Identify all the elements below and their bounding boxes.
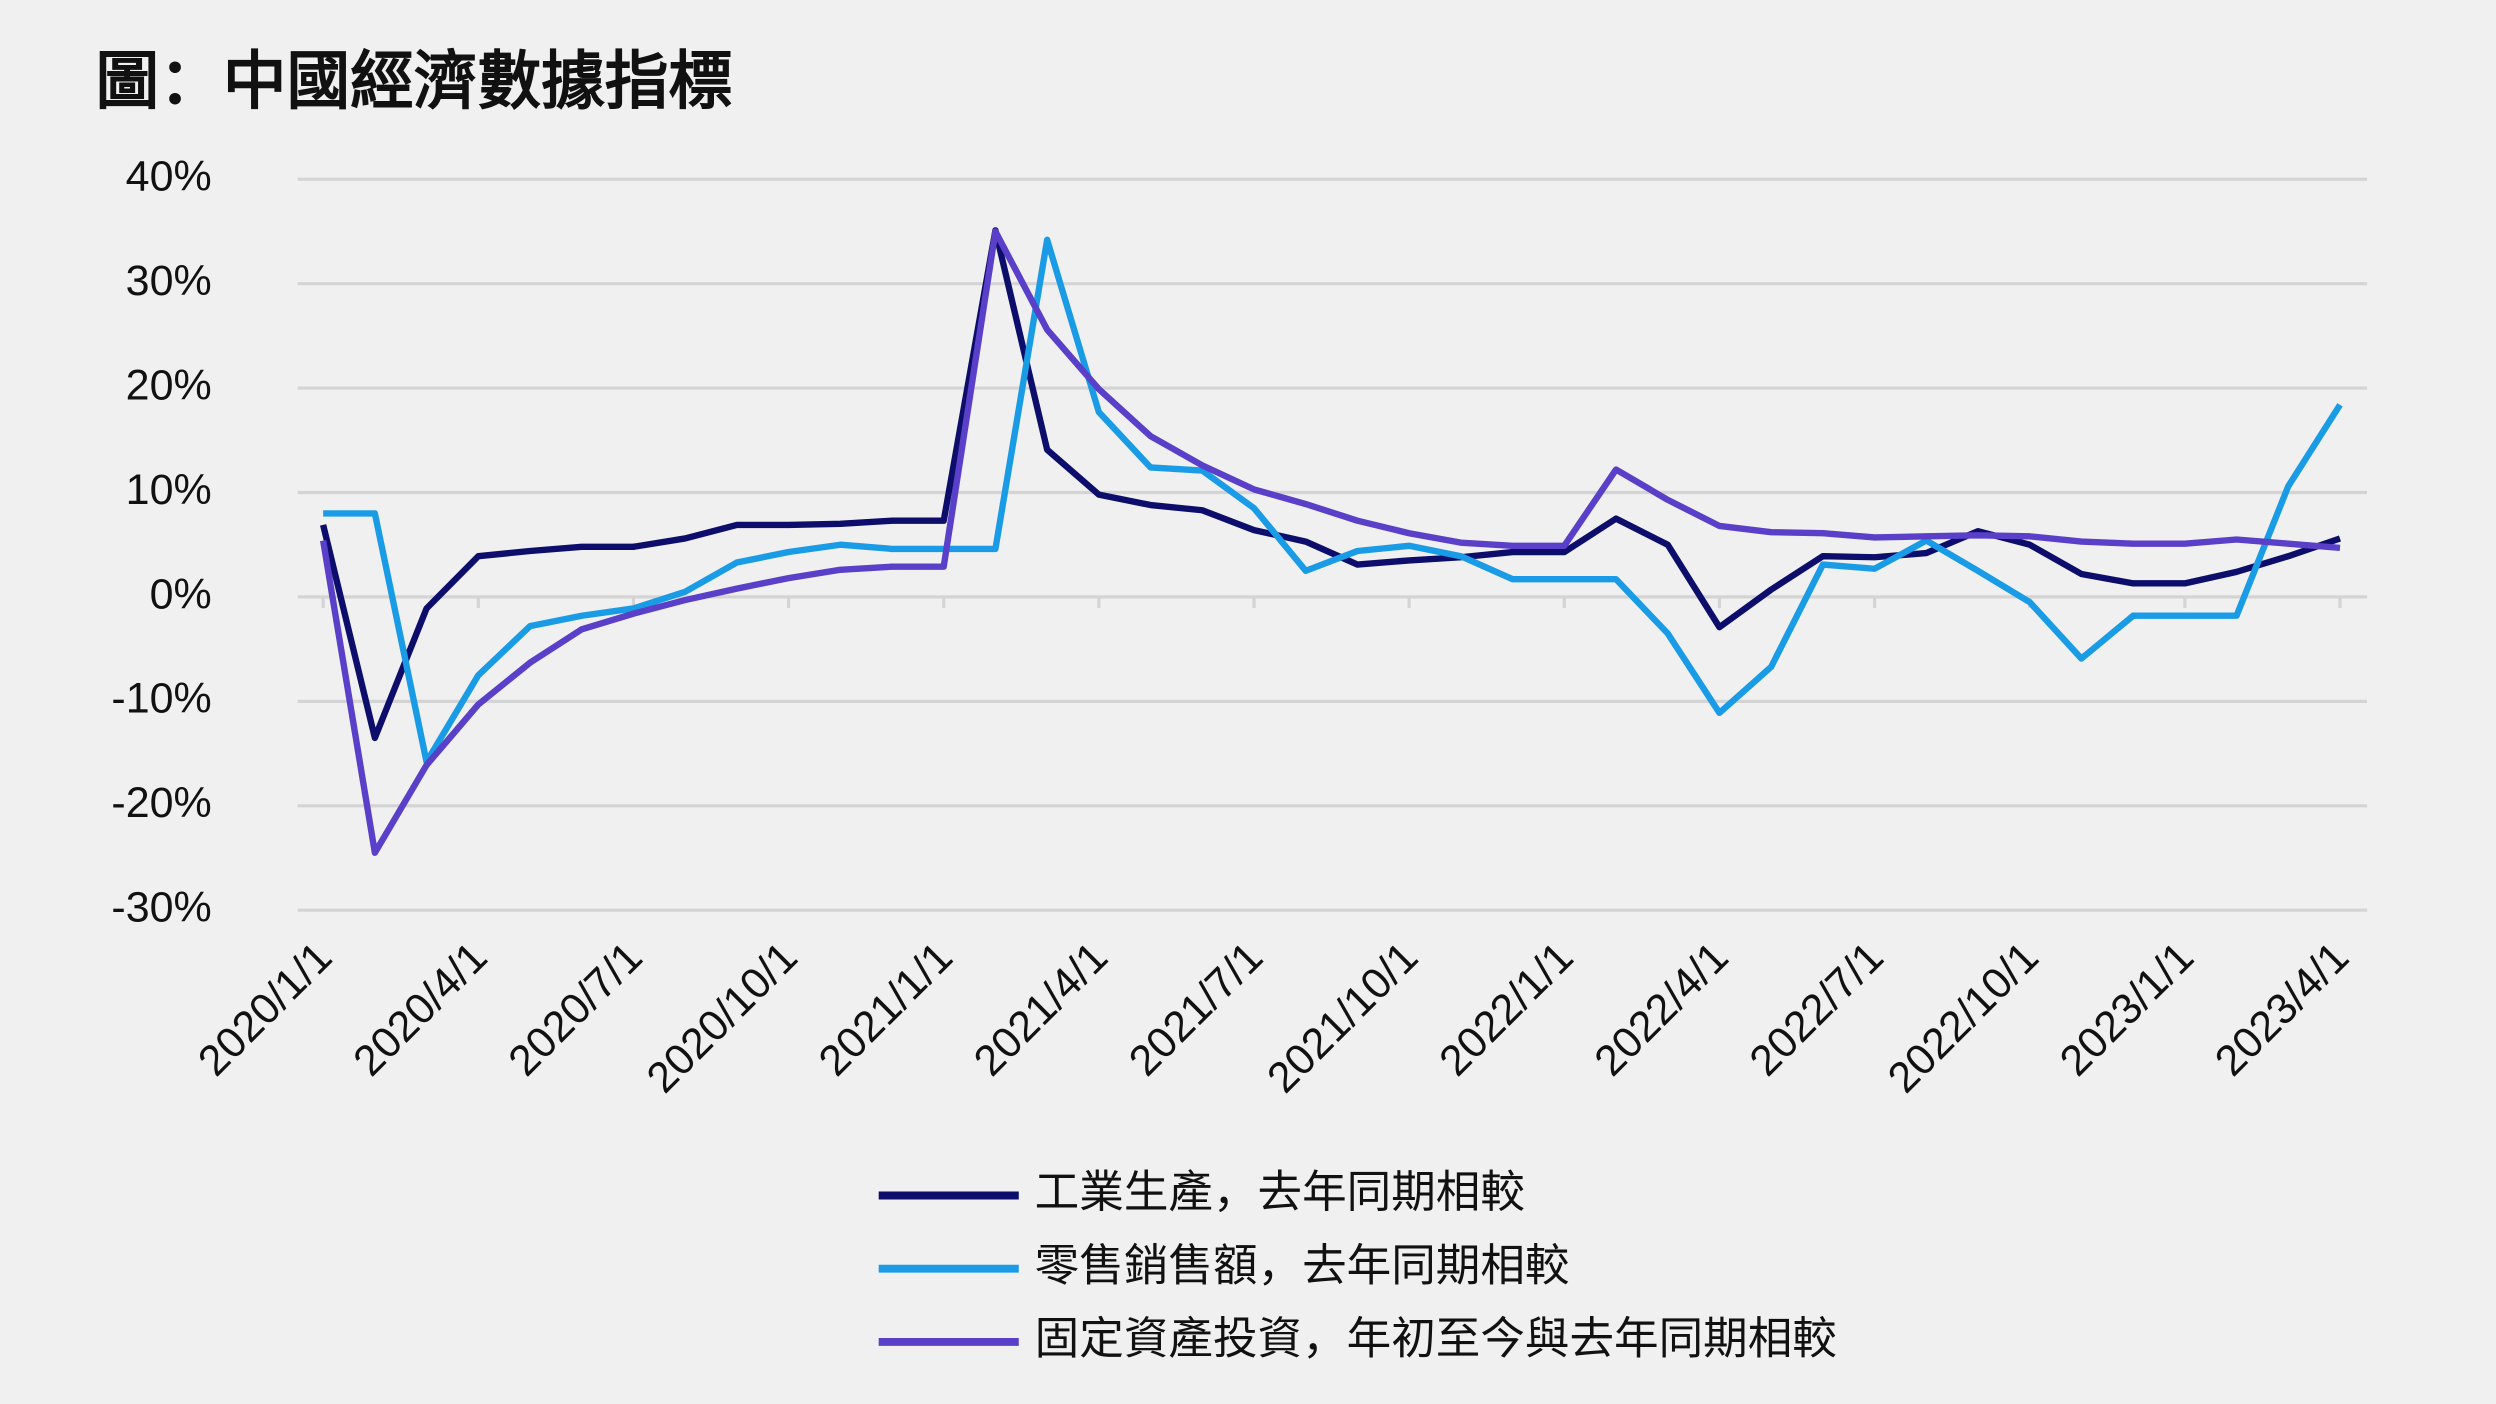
- y-tick-label: 0%: [150, 570, 212, 618]
- y-tick-label: -20%: [111, 779, 211, 827]
- legend-label: 工業生產，去年同期相較: [1035, 1168, 1525, 1217]
- y-tick-label: 40%: [126, 153, 212, 201]
- legend-label: 零售銷售額，去年同期相較: [1035, 1241, 1570, 1290]
- series-line: [320, 228, 2341, 856]
- y-tick-label: -10%: [111, 675, 211, 723]
- y-tick-label: -30%: [111, 884, 211, 932]
- legend-label: 固定資產投資，年初至今與去年同期相較: [1035, 1315, 1837, 1364]
- y-tick-label: 30%: [126, 257, 212, 305]
- chart-title: 圖：中國經濟數據指標: [96, 46, 733, 117]
- series-line: [323, 236, 2343, 766]
- y-tick-label: 10%: [126, 466, 212, 514]
- y-tick-label: 20%: [126, 361, 212, 409]
